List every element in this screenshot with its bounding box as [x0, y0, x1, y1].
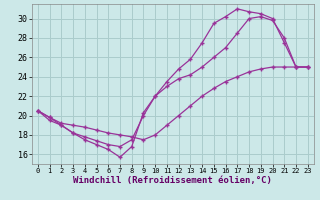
X-axis label: Windchill (Refroidissement éolien,°C): Windchill (Refroidissement éolien,°C)	[73, 176, 272, 185]
